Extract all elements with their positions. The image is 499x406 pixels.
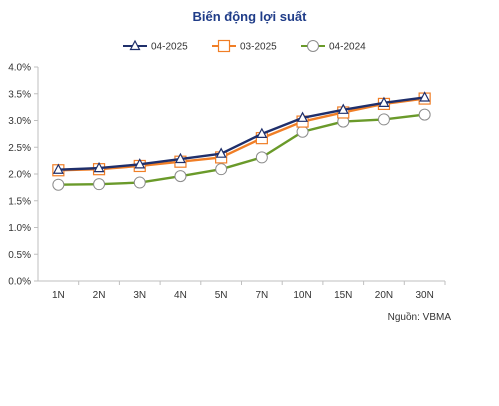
x-tick-label: 10N bbox=[293, 290, 311, 301]
x-tick-label: 1N bbox=[52, 290, 65, 301]
series-line bbox=[58, 96, 425, 171]
chart-title: Biến động lợi suất bbox=[192, 9, 307, 24]
data-point bbox=[419, 91, 431, 102]
y-tick-label: 0.0% bbox=[8, 277, 31, 288]
x-tick-label: 7N bbox=[255, 290, 268, 301]
source-note: Nguồn: VBMA bbox=[387, 312, 451, 323]
y-tick-label: 3.0% bbox=[8, 116, 31, 127]
data-point bbox=[215, 163, 228, 176]
legend-label: 03-2025 bbox=[240, 42, 277, 53]
x-tick-label: 2N bbox=[93, 290, 106, 301]
data-point bbox=[174, 170, 187, 183]
data-point bbox=[256, 127, 268, 138]
legend-marker bbox=[217, 39, 231, 53]
data-point bbox=[255, 151, 268, 164]
legend-marker bbox=[129, 39, 141, 51]
data-point bbox=[378, 96, 390, 107]
data-point bbox=[297, 111, 309, 122]
x-tick-label: 3N bbox=[133, 290, 146, 301]
x-tick-label: 15N bbox=[334, 290, 352, 301]
x-tick-label: 5N bbox=[215, 290, 228, 301]
data-point bbox=[377, 113, 390, 126]
data-point bbox=[296, 125, 309, 138]
data-point bbox=[418, 108, 431, 121]
data-point bbox=[93, 178, 106, 191]
data-point bbox=[215, 147, 227, 158]
y-tick-label: 1.0% bbox=[8, 223, 31, 234]
y-tick-label: 2.0% bbox=[8, 170, 31, 181]
data-point bbox=[337, 103, 349, 114]
legend-label: 04-2025 bbox=[151, 42, 188, 53]
series-line bbox=[58, 113, 425, 186]
legend-marker bbox=[307, 40, 319, 52]
x-tick-label: 20N bbox=[375, 290, 393, 301]
legend-label: 04-2024 bbox=[329, 42, 366, 53]
y-tick-label: 0.5% bbox=[8, 250, 31, 261]
y-tick-label: 2.5% bbox=[8, 143, 31, 154]
data-point bbox=[52, 178, 65, 191]
y-tick-label: 1.5% bbox=[8, 196, 31, 207]
data-point bbox=[134, 158, 146, 169]
x-tick-label: 4N bbox=[174, 290, 187, 301]
x-tick-label: 30N bbox=[415, 290, 433, 301]
data-point bbox=[52, 163, 64, 174]
y-tick-label: 3.5% bbox=[8, 89, 31, 100]
data-point bbox=[174, 152, 186, 164]
data-point bbox=[93, 161, 105, 173]
series-line bbox=[58, 97, 425, 172]
data-point bbox=[133, 176, 146, 189]
y-tick-label: 4.0% bbox=[8, 63, 31, 74]
